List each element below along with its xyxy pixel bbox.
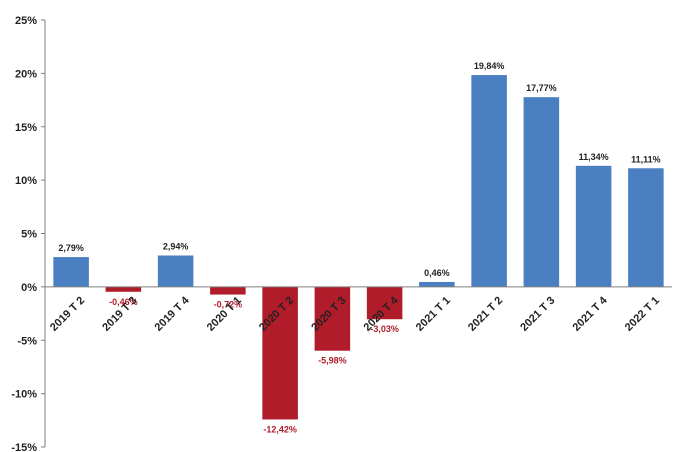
y-tick-label: -5% bbox=[17, 335, 37, 347]
y-tick-label: -10% bbox=[11, 389, 37, 401]
x-tick-label: 2019 T 4 bbox=[153, 294, 193, 334]
x-tick-label: 2019 T 2 bbox=[48, 295, 87, 334]
bar bbox=[471, 75, 507, 287]
bar bbox=[105, 286, 142, 292]
data-label: 0,46% bbox=[424, 268, 450, 278]
data-label: 17,77% bbox=[526, 83, 557, 93]
bar bbox=[53, 257, 89, 287]
bar bbox=[157, 255, 194, 287]
bar bbox=[523, 97, 560, 287]
y-tick-label: 20% bbox=[15, 68, 37, 80]
x-tick-label: 2021 T 2 bbox=[466, 295, 505, 334]
data-label: -12,42% bbox=[263, 424, 297, 434]
bar bbox=[575, 165, 612, 287]
x-tick-label: 2022 T 1 bbox=[623, 295, 662, 334]
bar bbox=[262, 286, 298, 420]
x-tick-label: 2021 T 4 bbox=[571, 294, 611, 334]
data-label: 11,34% bbox=[579, 152, 609, 162]
bar bbox=[419, 281, 455, 287]
bar bbox=[628, 168, 664, 287]
bar bbox=[314, 286, 351, 351]
x-tick-label: 2021 T 3 bbox=[518, 295, 557, 334]
x-tick-label: 2021 T 1 bbox=[414, 295, 453, 334]
y-tick-label: 5% bbox=[21, 229, 37, 241]
data-label: -3,03% bbox=[370, 324, 399, 334]
bar bbox=[366, 286, 403, 320]
data-label: -5,98% bbox=[318, 356, 347, 366]
y-tick-label: -15% bbox=[11, 442, 37, 452]
data-label: -0,72% bbox=[214, 300, 243, 310]
y-tick-label: 15% bbox=[15, 122, 37, 134]
data-label: 19,84% bbox=[474, 61, 505, 71]
y-tick-label: 0% bbox=[21, 282, 37, 294]
data-label: -0,46% bbox=[109, 297, 138, 307]
y-tick-label: 25% bbox=[15, 15, 37, 27]
y-tick-label: 10% bbox=[15, 175, 37, 187]
data-label: 11,11% bbox=[631, 154, 661, 164]
data-label: 2,79% bbox=[58, 243, 84, 253]
bar bbox=[210, 286, 246, 295]
data-label: 2,94% bbox=[163, 241, 189, 251]
